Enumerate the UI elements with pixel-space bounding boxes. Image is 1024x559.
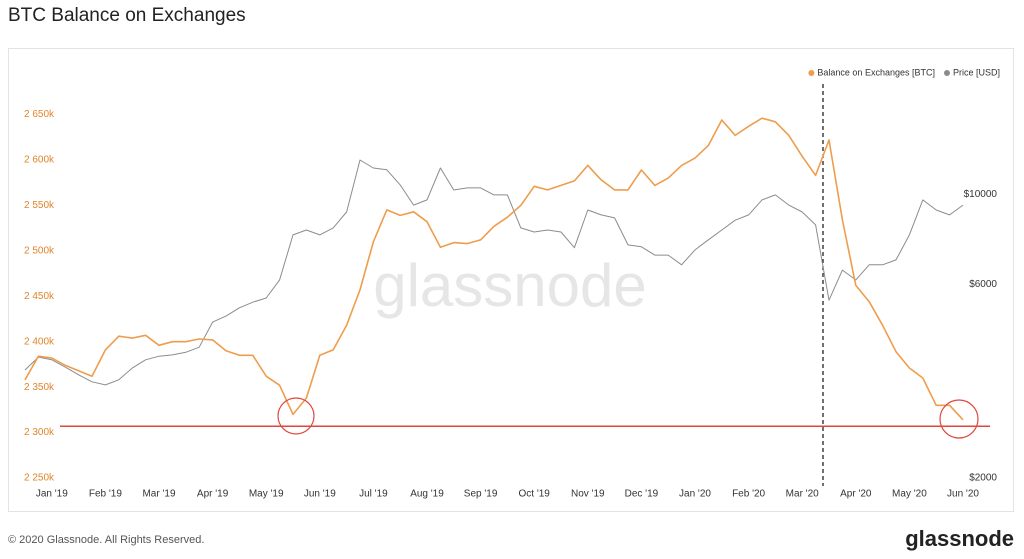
highlight-circle bbox=[277, 397, 315, 435]
x-tick-label: May '19 bbox=[249, 489, 284, 500]
y-tick-label: 2 300k bbox=[24, 427, 55, 438]
x-tick-label: Mar '20 bbox=[786, 489, 819, 500]
y2-tick-label: $10000 bbox=[964, 189, 998, 200]
x-tick-label: Dec '19 bbox=[625, 489, 659, 500]
y2-tick-label: $6000 bbox=[969, 279, 997, 290]
legend-marker bbox=[808, 70, 815, 76]
y-tick-label: 2 400k bbox=[24, 336, 55, 347]
series-line bbox=[24, 159, 964, 386]
x-tick-label: Oct '19 bbox=[519, 489, 551, 500]
y-tick-label: 2 250k bbox=[24, 473, 55, 484]
y-tick-label: 2 450k bbox=[24, 291, 55, 302]
legend-marker bbox=[943, 70, 950, 76]
x-tick-label: Apr '20 bbox=[840, 489, 872, 500]
x-tick-label: Jul '19 bbox=[359, 489, 388, 500]
x-tick-label: May '20 bbox=[892, 489, 927, 500]
x-tick-label: Sep '19 bbox=[464, 489, 498, 500]
plot: 2 250k 2 300k 2 350k 2 400k 2 450k 2 500k 2 55… bbox=[24, 67, 1000, 499]
y-tick-label: 2 650k bbox=[24, 109, 55, 120]
y-tick-label: 2 350k bbox=[24, 382, 55, 393]
x-tick-label: Aug '19 bbox=[410, 489, 444, 500]
x-tick-label: Jun '20 bbox=[947, 489, 979, 500]
x-tick-label: Feb '20 bbox=[732, 489, 765, 500]
x-tick-label: Jan '20 bbox=[679, 489, 711, 500]
footer: © 2020 Glassnode. All Rights Reserved. bbox=[8, 534, 204, 546]
x-tick-label: Feb '19 bbox=[89, 489, 122, 500]
x-tick-label: Nov '19 bbox=[571, 489, 605, 500]
x-tick-label: Jan '19 bbox=[36, 489, 68, 500]
highlight-circle bbox=[939, 399, 979, 439]
legend-label: Price [USD] bbox=[953, 67, 1000, 77]
watermark: glassnode bbox=[373, 252, 647, 319]
chart-title: BTC Balance on Exchanges bbox=[8, 5, 246, 26]
x-tick-label: Apr '19 bbox=[197, 489, 229, 500]
y2-tick-label: $2000 bbox=[969, 473, 997, 484]
x-tick-label: Mar '19 bbox=[142, 489, 175, 500]
y-tick-label: 2 600k bbox=[24, 155, 55, 166]
panel bbox=[8, 48, 1014, 512]
logo: glassnode bbox=[905, 526, 1014, 551]
y-tick-label: 2 500k bbox=[24, 245, 55, 256]
x-tick-label: Jun '19 bbox=[304, 489, 336, 500]
series-line bbox=[24, 117, 964, 421]
y-tick-label: 2 550k bbox=[24, 200, 55, 211]
legend-label: Balance on Exchanges [BTC] bbox=[817, 67, 935, 77]
